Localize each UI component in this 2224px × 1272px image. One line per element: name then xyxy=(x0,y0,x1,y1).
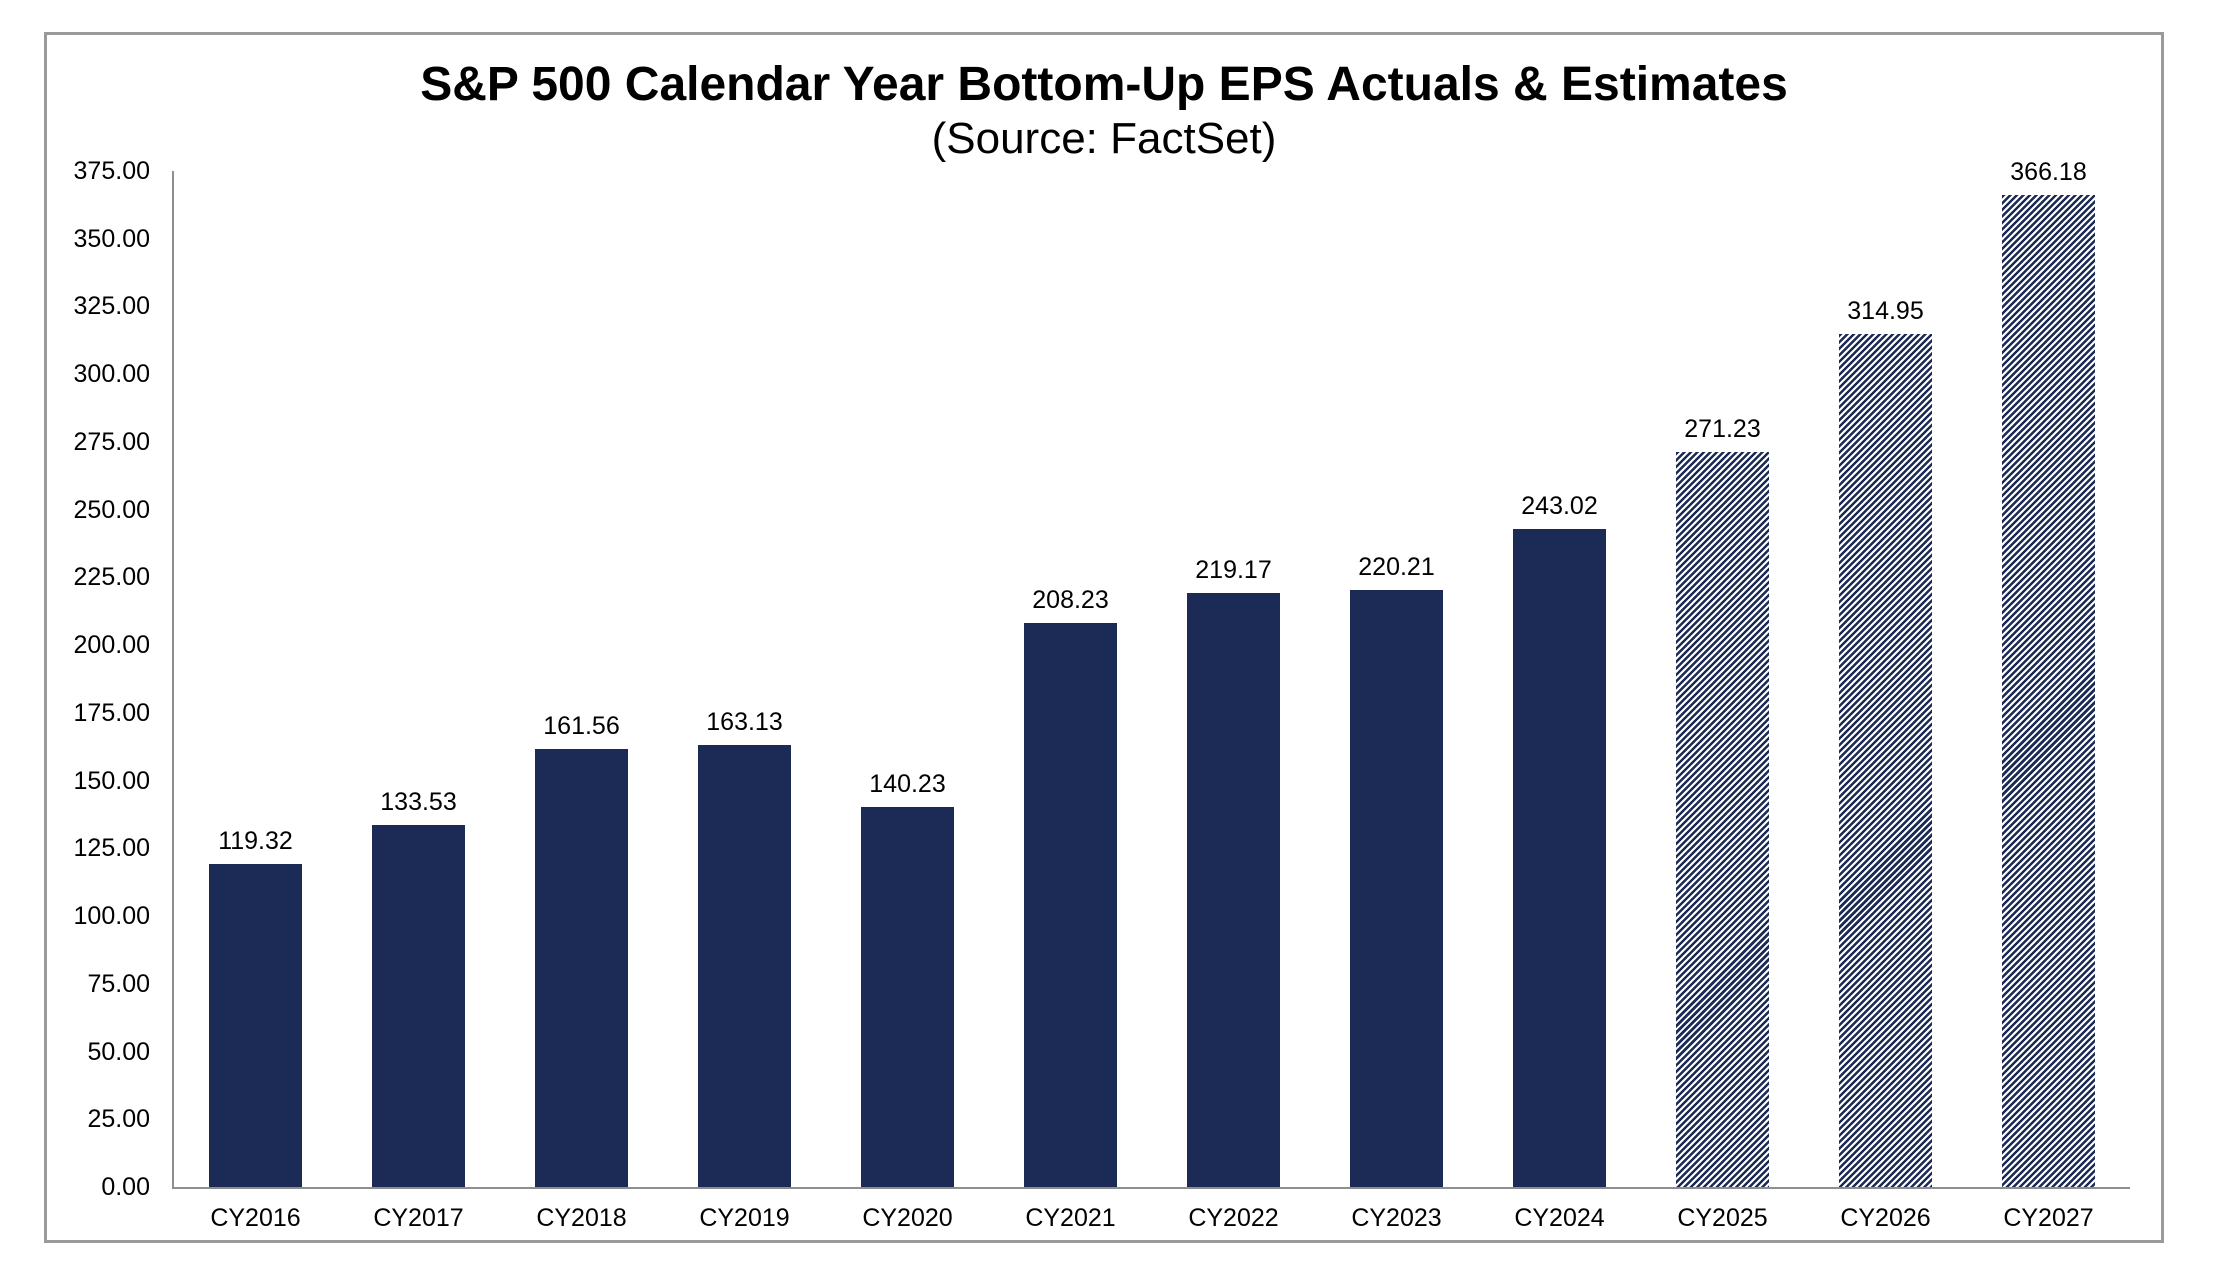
bar-CY2027-estimate xyxy=(2002,194,2095,1187)
bar-CY2019 xyxy=(698,745,791,1187)
y-axis-tick-label: 200.00 xyxy=(73,631,150,660)
bar-CY2024 xyxy=(1513,528,1606,1187)
y-axis-tick-label: 300.00 xyxy=(73,360,150,389)
bar-CY2020 xyxy=(861,807,954,1187)
bar-CY2021 xyxy=(1024,622,1117,1187)
bar-CY2026-estimate xyxy=(1839,333,1932,1187)
x-axis-label-CY2025: CY2025 xyxy=(1677,1204,1768,1232)
y-axis-tick-label: 100.00 xyxy=(73,902,150,931)
y-axis-tick-label: 75.00 xyxy=(87,969,150,998)
chart-title: S&P 500 Calendar Year Bottom-Up EPS Actu… xyxy=(420,58,1788,111)
chart-subtitle: (Source: FactSet) xyxy=(931,113,1277,163)
x-axis-label-CY2027: CY2027 xyxy=(2003,1204,2094,1232)
y-axis-tick-label: 125.00 xyxy=(73,834,150,863)
bar-value-label: 366.18 xyxy=(2010,157,2087,186)
x-axis-label-CY2016: CY2016 xyxy=(210,1204,301,1232)
bar-value-label: 163.13 xyxy=(706,708,783,737)
x-axis-label-CY2022: CY2022 xyxy=(1188,1204,1279,1232)
y-axis-tick-label: 175.00 xyxy=(73,698,150,727)
bar-CY2023 xyxy=(1350,590,1443,1187)
bar-value-label: 119.32 xyxy=(218,826,293,855)
x-axis-label-CY2020: CY2020 xyxy=(862,1204,953,1232)
x-axis-label-CY2023: CY2023 xyxy=(1351,1204,1442,1232)
chart-header: S&P 500 Calendar Year Bottom-Up EPS Actu… xyxy=(47,57,2161,164)
bar-value-label: 133.53 xyxy=(380,788,457,817)
bar-value-label: 314.95 xyxy=(1847,296,1924,325)
bar-value-label: 140.23 xyxy=(869,770,946,799)
x-axis-label-CY2021: CY2021 xyxy=(1025,1204,1116,1232)
y-axis-tick-label: 275.00 xyxy=(73,427,150,456)
bar-value-label: 208.23 xyxy=(1032,585,1109,614)
y-axis-tick-label: 0.00 xyxy=(101,1173,150,1201)
bar-value-label: 243.02 xyxy=(1521,491,1598,520)
x-axis-label-CY2019: CY2019 xyxy=(699,1204,790,1232)
y-axis-tick-label: 375.00 xyxy=(73,157,150,185)
y-axis-tick-label: 325.00 xyxy=(73,292,150,321)
x-axis-label-CY2018: CY2018 xyxy=(536,1204,627,1232)
bar-CY2025-estimate xyxy=(1676,452,1769,1187)
bar-value-label: 220.21 xyxy=(1358,553,1435,582)
y-axis-tick-label: 25.00 xyxy=(87,1105,150,1134)
y-axis-tick-label: 50.00 xyxy=(87,1037,150,1066)
x-axis-label-CY2026: CY2026 xyxy=(1840,1204,1931,1232)
y-axis-line xyxy=(172,171,174,1189)
bar-CY2022 xyxy=(1187,593,1280,1187)
bar-value-label: 219.17 xyxy=(1195,556,1272,585)
bar-CY2017 xyxy=(372,825,465,1187)
bar-value-label: 161.56 xyxy=(543,712,620,741)
y-axis-tick-label: 350.00 xyxy=(73,224,150,253)
bar-CY2016 xyxy=(209,863,302,1187)
bar-CY2018 xyxy=(535,749,628,1187)
chart-frame: S&P 500 Calendar Year Bottom-Up EPS Actu… xyxy=(44,32,2164,1243)
y-axis-tick-label: 250.00 xyxy=(73,495,150,524)
x-axis-label-CY2024: CY2024 xyxy=(1514,1204,1605,1232)
y-axis-tick-label: 225.00 xyxy=(73,563,150,592)
y-axis-tick-label: 150.00 xyxy=(73,766,150,795)
x-axis-line xyxy=(172,1187,2130,1189)
x-axis-label-CY2017: CY2017 xyxy=(373,1204,464,1232)
bar-value-label: 271.23 xyxy=(1684,415,1761,444)
